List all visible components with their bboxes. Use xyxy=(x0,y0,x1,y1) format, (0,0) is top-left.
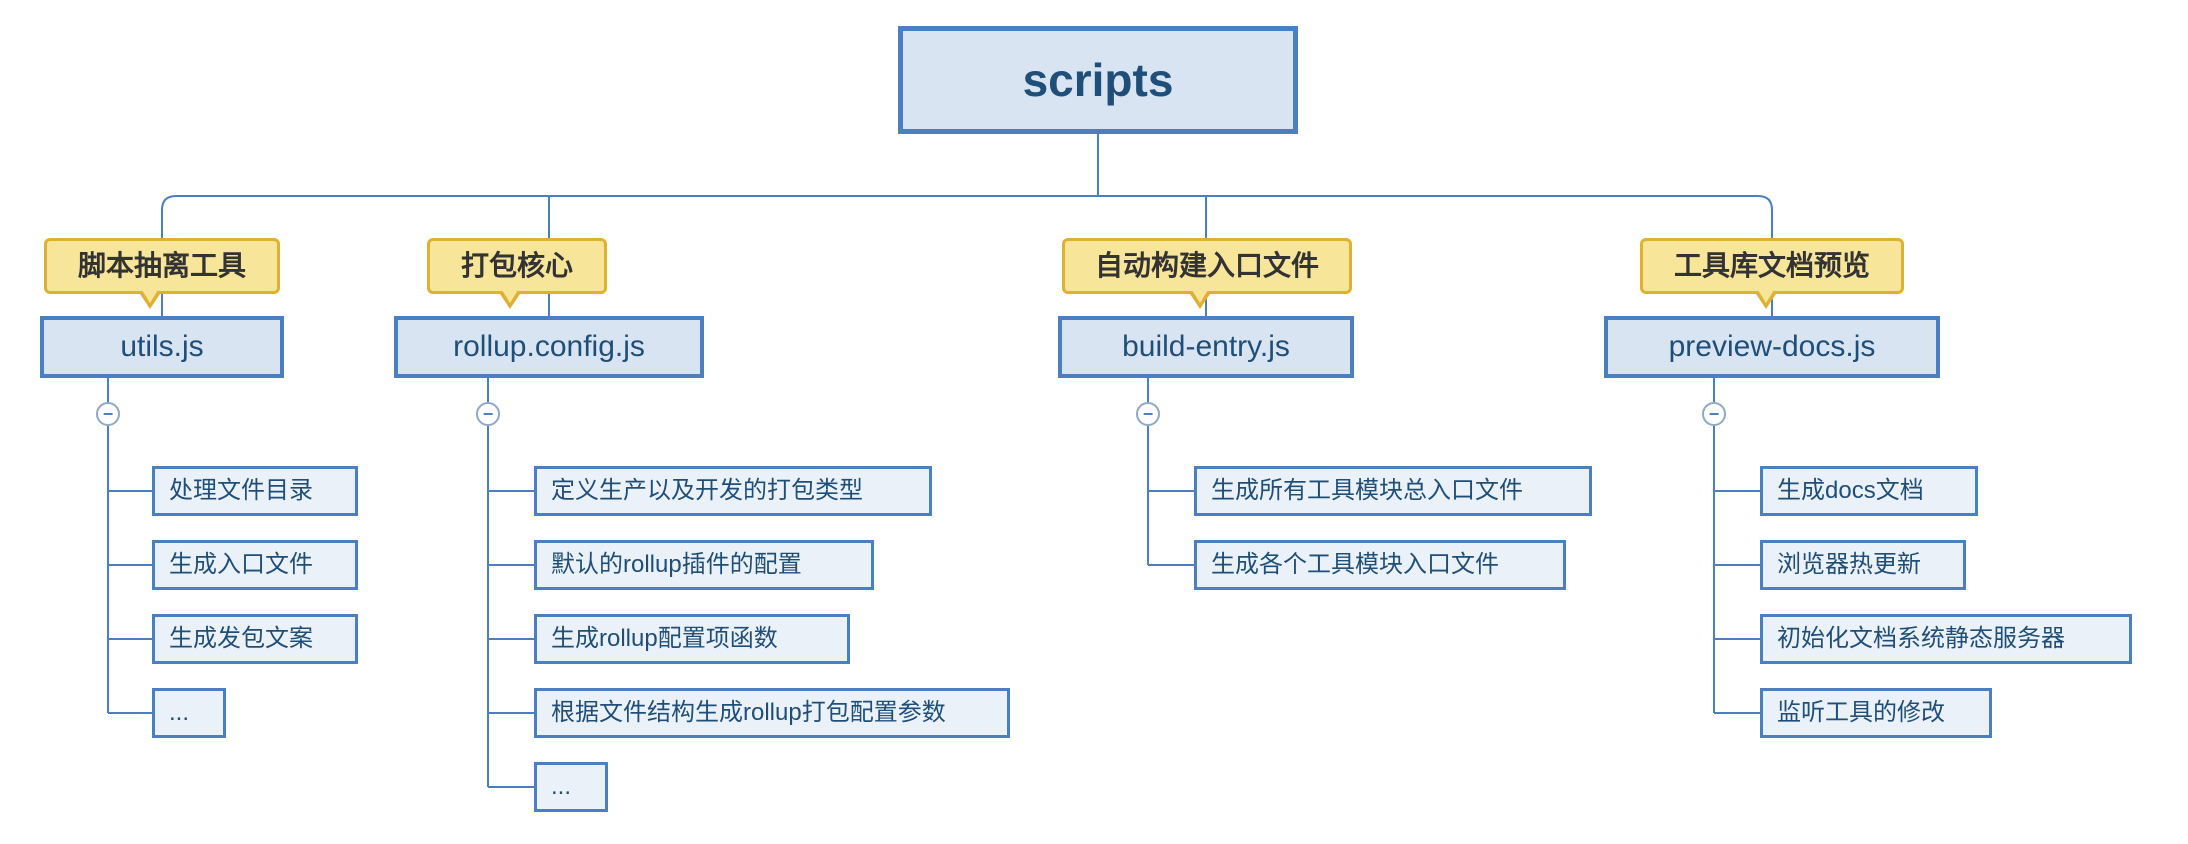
callout-label: 脚本抽离工具 xyxy=(78,250,246,281)
child-item: 处理文件目录 xyxy=(152,466,358,516)
child-label: 监听工具的修改 xyxy=(1777,699,1945,726)
child-item: 初始化文档系统静态服务器 xyxy=(1760,614,2132,664)
callout-label: 工具库文档预览 xyxy=(1674,250,1870,281)
collapse-toggle-rollup[interactable]: − xyxy=(476,402,500,426)
module-label: preview-docs.js xyxy=(1669,330,1876,363)
root-node: scripts xyxy=(898,26,1298,134)
child-label: 生成入口文件 xyxy=(169,551,313,578)
child-label: 初始化文档系统静态服务器 xyxy=(1777,625,2065,652)
child-label: 生成rollup配置项函数 xyxy=(551,625,778,652)
callout-label: 打包核心 xyxy=(461,250,573,281)
collapse-toggle-buildentry[interactable]: − xyxy=(1136,402,1160,426)
child-item: 默认的rollup插件的配置 xyxy=(534,540,874,590)
child-label: 默认的rollup插件的配置 xyxy=(551,551,802,578)
child-label: 生成各个工具模块入口文件 xyxy=(1211,551,1499,578)
child-item: 监听工具的修改 xyxy=(1760,688,1992,738)
child-label: 定义生产以及开发的打包类型 xyxy=(551,477,863,504)
callout-label: 自动构建入口文件 xyxy=(1095,250,1319,281)
child-label: 生成所有工具模块总入口文件 xyxy=(1211,477,1523,504)
module-rollup: rollup.config.js xyxy=(394,316,704,378)
collapse-toggle-preview[interactable]: − xyxy=(1702,402,1726,426)
child-item: 生成rollup配置项函数 xyxy=(534,614,850,664)
callout-preview: 工具库文档预览 xyxy=(1640,238,1904,294)
child-item: 生成各个工具模块入口文件 xyxy=(1194,540,1566,590)
child-item: 根据文件结构生成rollup打包配置参数 xyxy=(534,688,1010,738)
child-item: 定义生产以及开发的打包类型 xyxy=(534,466,932,516)
child-item: 生成发包文案 xyxy=(152,614,358,664)
child-item: 生成docs文档 xyxy=(1760,466,1978,516)
child-label: ... xyxy=(169,699,189,726)
child-label: 处理文件目录 xyxy=(169,477,313,504)
root-label: scripts xyxy=(1023,54,1174,106)
module-utils: utils.js xyxy=(40,316,284,378)
child-label: 生成docs文档 xyxy=(1777,477,1924,504)
module-buildentry: build-entry.js xyxy=(1058,316,1354,378)
module-label: build-entry.js xyxy=(1122,330,1290,363)
module-preview: preview-docs.js xyxy=(1604,316,1940,378)
module-label: rollup.config.js xyxy=(453,330,645,363)
child-item: ... xyxy=(152,688,226,738)
child-item: 生成所有工具模块总入口文件 xyxy=(1194,466,1592,516)
child-label: 根据文件结构生成rollup打包配置参数 xyxy=(551,699,946,726)
child-item: ... xyxy=(534,762,608,812)
callout-utils: 脚本抽离工具 xyxy=(44,238,280,294)
child-item: 浏览器热更新 xyxy=(1760,540,1966,590)
collapse-toggle-utils[interactable]: − xyxy=(96,402,120,426)
callout-buildentry: 自动构建入口文件 xyxy=(1062,238,1352,294)
callout-rollup: 打包核心 xyxy=(427,238,607,294)
child-label: 生成发包文案 xyxy=(169,625,313,652)
child-label: ... xyxy=(551,773,571,800)
module-label: utils.js xyxy=(120,330,203,363)
child-item: 生成入口文件 xyxy=(152,540,358,590)
child-label: 浏览器热更新 xyxy=(1777,551,1921,578)
